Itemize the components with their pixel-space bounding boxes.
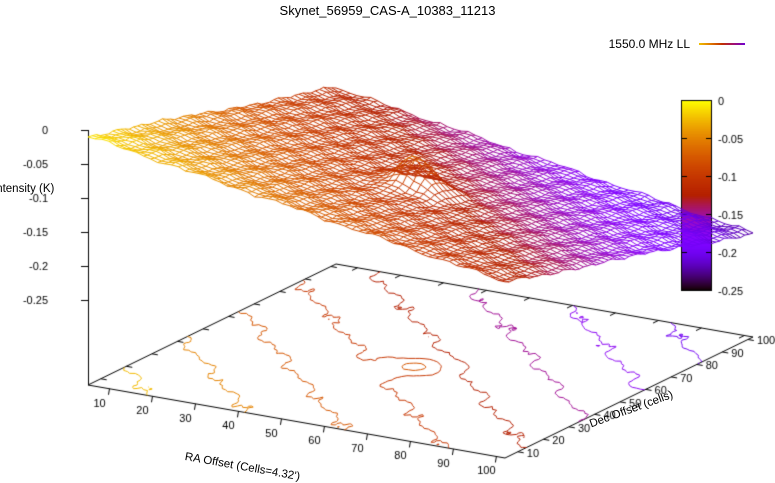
- legend-label: 1550.0 MHz LL: [608, 37, 690, 51]
- z-axis-label: Intensity (K): [0, 183, 55, 195]
- legend-line-sample: [699, 43, 745, 45]
- legend: 1550.0 MHz LL: [609, 37, 745, 51]
- chart-title: Skynet_56959_CAS-A_10383_11213: [279, 3, 496, 18]
